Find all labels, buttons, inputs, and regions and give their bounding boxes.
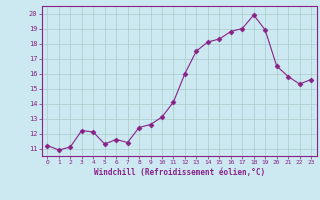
- X-axis label: Windchill (Refroidissement éolien,°C): Windchill (Refroidissement éolien,°C): [94, 168, 265, 177]
